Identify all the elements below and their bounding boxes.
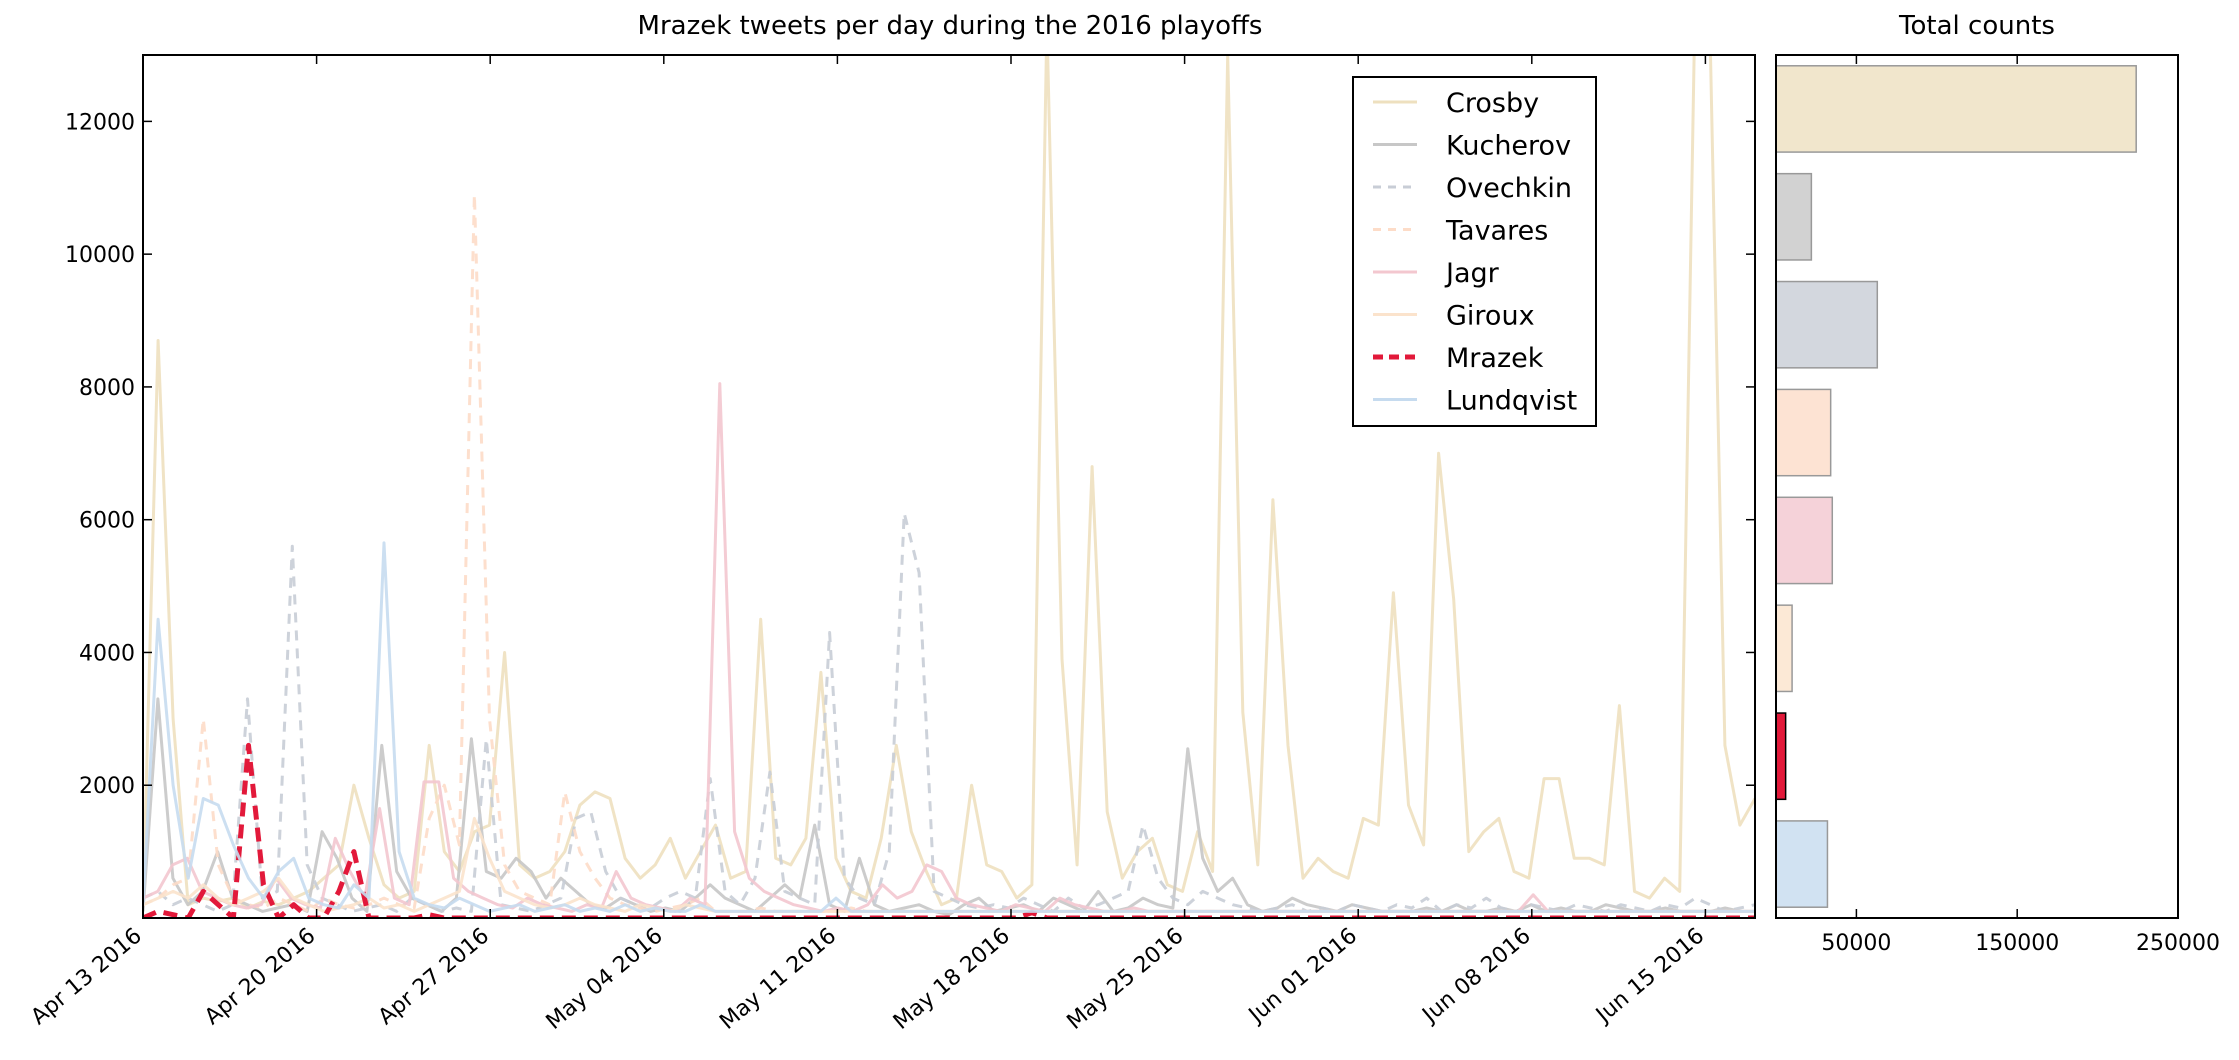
y-tick-label: 4000 [79, 641, 135, 666]
bar-x-tick-label: 250000 [2136, 931, 2220, 956]
bar-chart-frame [1775, 54, 2179, 919]
legend-label: Mrazek [1446, 343, 1544, 374]
legend-label: Ovechkin [1446, 173, 1572, 204]
series-line-ovechkin [143, 511, 1755, 913]
bar-x-tick-label: 150000 [1975, 931, 2059, 956]
series-line-lundqvist [143, 541, 1755, 913]
bar-x-axis: 50000 150000 250000 [1821, 55, 2220, 956]
line-chart-frame [142, 54, 1756, 919]
x-tick-label: Jun 08 2016 [1417, 923, 1536, 1029]
legend-box [1352, 76, 1597, 427]
x-tick-label: Apr 20 2016 [200, 923, 320, 1030]
bar-crosby [1775, 65, 2137, 153]
y-tick-label: 6000 [79, 509, 135, 534]
series-line-jagr [143, 382, 1755, 913]
y-axis: 2000 4000 6000 8000 10000 12000 [65, 110, 1755, 799]
bar-ovechkin [1775, 280, 1879, 369]
x-tick-label: Jun 01 2016 [1243, 923, 1362, 1029]
x-tick-label: May 25 2016 [1062, 923, 1188, 1034]
x-tick-label: May 04 2016 [542, 923, 668, 1034]
x-tick-label: Jun 15 2016 [1590, 923, 1709, 1029]
x-tick-label: Apr 13 2016 [27, 923, 147, 1030]
line-series-group [143, 55, 1755, 918]
line-chart-title: Mrazek tweets per day during the 2016 pl… [638, 11, 1263, 41]
legend-label: Jagr [1444, 258, 1500, 289]
y-tick-label: 8000 [79, 376, 135, 401]
x-tick-label: May 11 2016 [715, 923, 841, 1034]
bar-series-group [1775, 65, 2137, 908]
legend-label: Kucherov [1446, 131, 1571, 162]
y-tick-label: 10000 [65, 243, 135, 268]
legend: Crosby Kucherov Ovechkin Tavares Jagr Giroux M… [1352, 76, 1597, 427]
bar-lundqvist [1775, 820, 1829, 908]
legend-label: Crosby [1446, 88, 1539, 119]
y-tick-label: 2000 [79, 774, 135, 799]
y-tick-label: 12000 [65, 110, 135, 135]
legend-label: Tavares [1445, 216, 1548, 247]
legend-label: Lundqvist [1446, 386, 1577, 417]
bar-jagr [1775, 496, 1834, 585]
legend-label: Giroux [1446, 301, 1535, 332]
bar-chart-title: Total counts [1898, 11, 2055, 41]
bar-x-tick-label: 50000 [1821, 931, 1891, 956]
bar-kucherov [1775, 172, 1813, 261]
x-tick-label: Apr 27 2016 [374, 923, 494, 1030]
bar-mrazek [1775, 712, 1787, 801]
x-tick-label: May 18 2016 [889, 923, 1015, 1034]
bar-giroux [1775, 604, 1793, 693]
bar-tavares [1775, 388, 1832, 477]
